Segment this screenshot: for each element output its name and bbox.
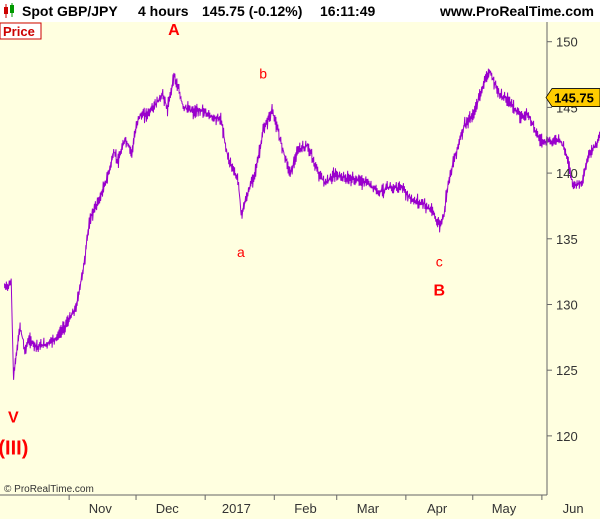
x-tick-label: 2017 (222, 501, 251, 516)
plot-area: V (III) Aa b cB (0, 22, 600, 459)
y-tick-label: 120 (556, 429, 578, 444)
x-axis: NovDec2017FebMarAprMayJunJul (68, 495, 584, 516)
x-tick-label: Apr (427, 501, 448, 516)
wave-label: a (237, 244, 245, 260)
wave-label: B (434, 282, 446, 299)
y-tick-label: 125 (556, 363, 578, 378)
wave-label: c (436, 253, 443, 269)
y-tick-label: 130 (556, 297, 578, 312)
wave-label: V (8, 410, 19, 427)
wave-label: A (168, 22, 180, 39)
y-tick-label: 150 (556, 35, 578, 50)
watermark: © ProRealTime.com (4, 484, 94, 495)
x-tick-label: Jun (563, 501, 584, 516)
x-tick-label: Dec (156, 501, 180, 516)
candlestick-icon (4, 3, 14, 18)
x-tick-label: May (492, 501, 517, 516)
time-label: 16:11:49 (320, 3, 375, 19)
wave-label: (III) (0, 437, 28, 459)
y-tick-label: 135 (556, 232, 578, 247)
price-series-line (4, 68, 600, 380)
current-price-badge: 145.75 (545, 88, 600, 107)
current-price-value: 145.75 (554, 91, 594, 106)
site-link[interactable]: www.ProRealTime.com (439, 3, 594, 19)
header-bar (0, 0, 600, 22)
price-change-label: 145.75 (-0.12%) (202, 3, 302, 19)
x-tick-label: Feb (294, 501, 316, 516)
wave-label: b (259, 65, 267, 81)
y-tick-label: 140 (556, 166, 578, 181)
x-tick-label: Mar (357, 501, 380, 516)
instrument-name: Spot GBP/JPY (22, 3, 118, 19)
price-panel-label: Price (3, 24, 35, 39)
price-panel-tag (0, 22, 42, 40)
x-tick-label: Nov (89, 501, 113, 516)
timeframe-label: 4 hours (138, 3, 189, 19)
